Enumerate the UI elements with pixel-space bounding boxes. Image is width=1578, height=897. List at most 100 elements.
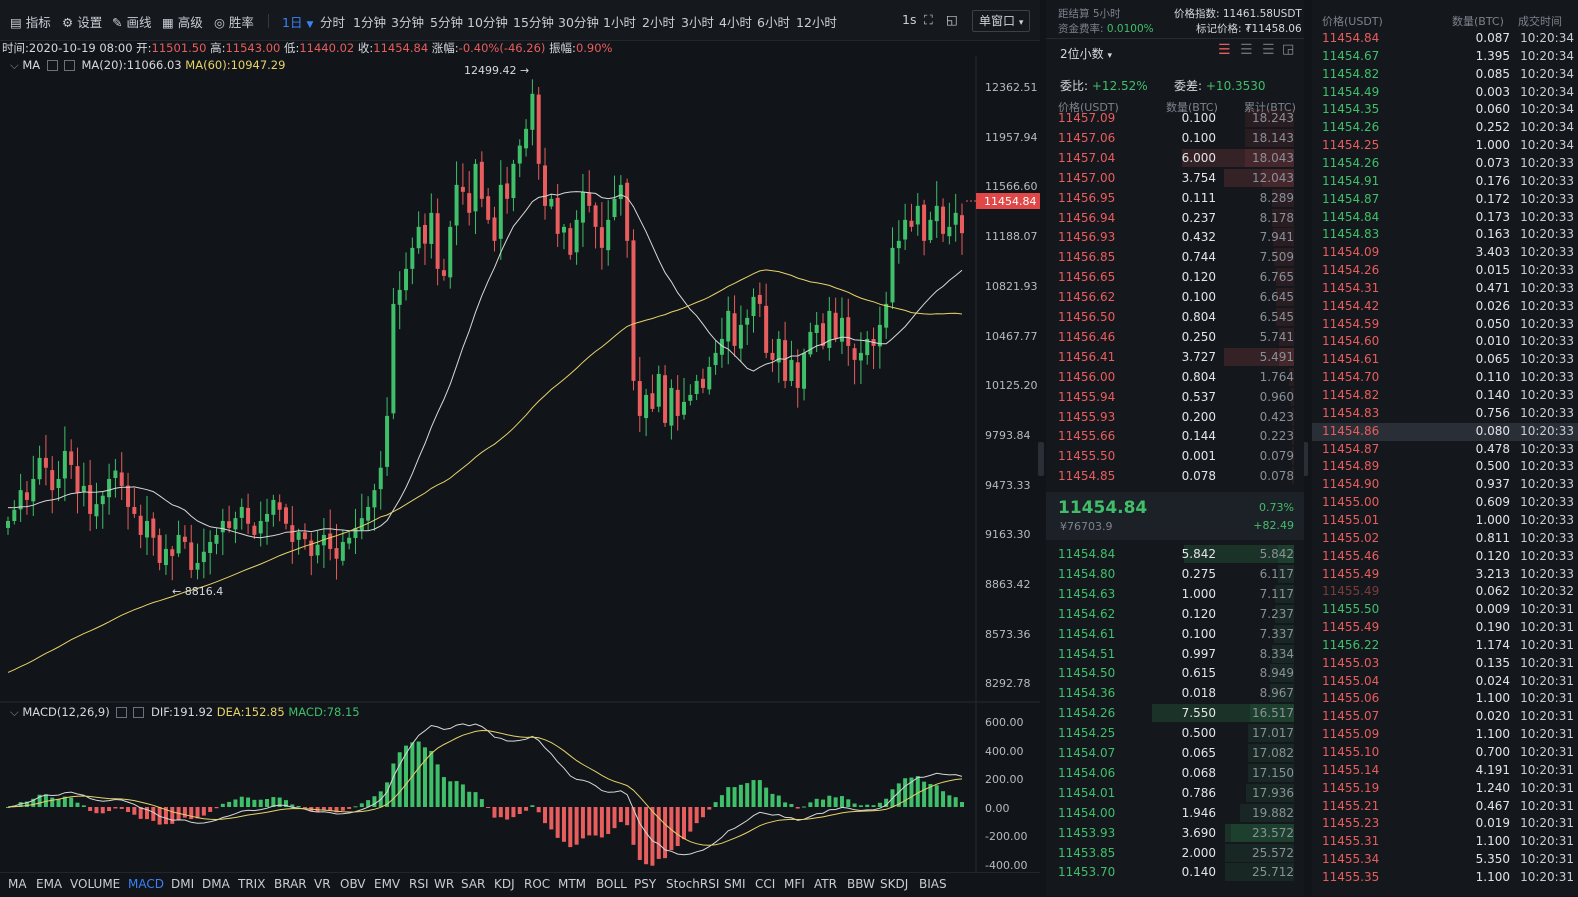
ask-row[interactable]: 11457.09 0.100 18.243	[1046, 108, 1304, 128]
trade-row[interactable]: 11454.70 0.110 10:20:33	[1312, 369, 1578, 387]
trade-row[interactable]: 11454.25 1.000 10:20:34	[1312, 137, 1578, 155]
trade-row[interactable]: 11455.04 0.024 10:20:31	[1312, 673, 1578, 691]
ask-row[interactable]: 11455.50 0.001 0.079	[1046, 446, 1304, 466]
trade-row[interactable]: 11455.09 1.100 10:20:31	[1312, 726, 1578, 744]
refresh-interval[interactable]: 1s	[902, 12, 917, 27]
indicator-tab[interactable]: DMA	[202, 877, 230, 891]
indicator-tab[interactable]: EMV	[374, 877, 401, 891]
kline-chart[interactable]: 12499.42 → ← 8816.4 11454.84	[0, 56, 1040, 872]
ask-row[interactable]: 11456.95 0.111 8.289	[1046, 188, 1304, 208]
trade-row[interactable]: 11455.02 0.811 10:20:33	[1312, 530, 1578, 548]
ask-row[interactable]: 11456.62 0.100 6.645	[1046, 287, 1304, 307]
trade-row[interactable]: 11454.26 0.015 10:20:33	[1312, 262, 1578, 280]
trade-row[interactable]: 11455.23 0.019 10:20:31	[1312, 815, 1578, 833]
period-tab[interactable]: 分时	[320, 15, 346, 30]
indicator-tab[interactable]: OBV	[340, 877, 366, 891]
indicator-tab[interactable]: WR	[434, 877, 455, 891]
bid-row[interactable]: 11454.07 0.065 17.082	[1046, 743, 1304, 763]
trade-row[interactable]: 11455.07 0.020 10:20:31	[1312, 708, 1578, 726]
trade-row[interactable]: 11455.01 1.000 10:20:33	[1312, 512, 1578, 530]
trade-row[interactable]: 11454.87 0.172 10:20:33	[1312, 191, 1578, 209]
trade-row[interactable]: 11455.00 0.609 10:20:33	[1312, 494, 1578, 512]
ask-row[interactable]: 11457.04 6.000 18.043	[1046, 148, 1304, 168]
ask-row[interactable]: 11455.94 0.537 0.960	[1046, 387, 1304, 407]
trade-row[interactable]: 11455.49 0.190 10:20:31	[1312, 619, 1578, 637]
trade-row[interactable]: 11454.82 0.140 10:20:33	[1312, 387, 1578, 405]
trade-row[interactable]: 11455.31 1.100 10:20:31	[1312, 833, 1578, 851]
bid-row[interactable]: 11453.70 0.140 25.712	[1046, 862, 1304, 882]
ask-row[interactable]: 11456.85 0.744 7.509	[1046, 247, 1304, 267]
asks-view-icon[interactable]: ☰	[1262, 42, 1275, 58]
ask-row[interactable]: 11456.94 0.237 8.178	[1046, 208, 1304, 228]
trade-row[interactable]: 11454.59 0.050 10:20:33	[1312, 316, 1578, 334]
bid-row[interactable]: 11454.62 0.120 7.237	[1046, 604, 1304, 624]
ask-row[interactable]: 11456.93 0.432 7.941	[1046, 227, 1304, 247]
bid-row[interactable]: 11454.50 0.615 8.949	[1046, 663, 1304, 683]
indicator-tab[interactable]: SMI	[724, 877, 746, 891]
period-tab[interactable]: 3分钟	[391, 15, 424, 30]
bid-row[interactable]: 11453.85 2.000 25.572	[1046, 843, 1304, 863]
indicator-tab[interactable]: DMI	[171, 877, 195, 891]
ask-row[interactable]: 11455.93 0.200 0.423	[1046, 407, 1304, 427]
collapse-chevron-icon[interactable]: ⌵	[10, 705, 19, 719]
indicator-tab[interactable]: PSY	[634, 877, 657, 891]
trade-row[interactable]: 11454.26 0.252 10:20:34	[1312, 119, 1578, 137]
indicator-tab[interactable]: SKDJ	[880, 877, 909, 891]
ask-row[interactable]: 11454.85 0.078 0.078	[1046, 466, 1304, 484]
indicator-tab[interactable]: TRIX	[238, 877, 266, 891]
close-square-icon[interactable]	[63, 60, 75, 71]
window-mode-select[interactable]: 单窗口 ▾	[972, 10, 1031, 32]
indicator-tab[interactable]: BRAR	[274, 877, 307, 891]
bid-row[interactable]: 11454.26 7.550 16.517	[1046, 703, 1304, 723]
indicator-tab[interactable]: CCI	[755, 877, 776, 891]
period-tab[interactable]: 2小时	[642, 15, 675, 30]
period-tab[interactable]: 12小时	[796, 15, 837, 30]
settings-square-icon[interactable]	[46, 60, 58, 71]
resize-handle[interactable]	[1302, 442, 1308, 476]
trade-row[interactable]: 11454.84 0.087 10:20:34	[1312, 30, 1578, 48]
trade-row[interactable]: 11454.09 3.403 10:20:33	[1312, 244, 1578, 262]
bid-row[interactable]: 11454.06 0.068 17.150	[1046, 763, 1304, 783]
period-tab[interactable]: 1小时	[603, 15, 636, 30]
indicator-tab[interactable]: StochRSI	[666, 877, 720, 891]
bid-row[interactable]: 11454.25 0.500 17.017	[1046, 723, 1304, 743]
trade-row[interactable]: 11454.82 0.085 10:20:34	[1312, 66, 1578, 84]
trade-row[interactable]: 11456.22 1.174 10:20:31	[1312, 637, 1578, 655]
period-tab[interactable]: 3小时	[681, 15, 714, 30]
bid-row[interactable]: 11454.01 0.786 17.936	[1046, 783, 1304, 803]
trade-row[interactable]: 11454.89 0.500 10:20:33	[1312, 458, 1578, 476]
bids-view-icon[interactable]: ☰	[1240, 42, 1253, 58]
bid-row[interactable]: 11454.80 0.275 6.117	[1046, 564, 1304, 584]
ask-row[interactable]: 11456.65 0.120 6.765	[1046, 267, 1304, 287]
window-icon[interactable]: ◱	[946, 12, 958, 27]
period-tab[interactable]: 4小时	[719, 15, 752, 30]
indicator-tab[interactable]: BIAS	[919, 877, 947, 891]
trade-row[interactable]: 11454.61 0.065 10:20:33	[1312, 351, 1578, 369]
ask-row[interactable]: 11456.00 0.804 1.764	[1046, 367, 1304, 387]
period-tab[interactable]: 15分钟	[513, 15, 554, 30]
trade-row[interactable]: 11454.42 0.026 10:20:33	[1312, 298, 1578, 316]
trade-row[interactable]: 11455.46 0.120 10:20:33	[1312, 548, 1578, 566]
trade-row[interactable]: 11455.19 1.240 10:20:31	[1312, 780, 1578, 798]
indicator-tab[interactable]: EMA	[36, 877, 63, 891]
period-tab[interactable]: 5分钟	[430, 15, 463, 30]
indicator-tab[interactable]: KDJ	[494, 877, 515, 891]
advanced-button[interactable]: ▦ 高级	[162, 12, 203, 31]
popout-icon[interactable]: ◲	[1282, 42, 1295, 57]
bid-row[interactable]: 11454.84 5.842 5.842	[1046, 544, 1304, 564]
trade-row[interactable]: 11455.34 5.350 10:20:31	[1312, 851, 1578, 869]
indicator-tab[interactable]: SAR	[461, 877, 486, 891]
trade-row[interactable]: 11455.49 3.213 10:20:33	[1312, 566, 1578, 584]
period-tab[interactable]: 6小时	[757, 15, 790, 30]
trade-row[interactable]: 11454.26 0.073 10:20:33	[1312, 155, 1578, 173]
winrate-button[interactable]: ◎ 胜率	[214, 12, 254, 31]
trade-row[interactable]: 11455.06 1.100 10:20:31	[1312, 690, 1578, 708]
trade-row[interactable]: 11454.83 0.163 10:20:33	[1312, 226, 1578, 244]
trade-row[interactable]: 11454.90 0.937 10:20:33	[1312, 476, 1578, 494]
indicator-tab[interactable]: VOLUME	[70, 877, 121, 891]
indicator-tab[interactable]: ATR	[814, 877, 837, 891]
indicator-tab[interactable]: VR	[314, 877, 331, 891]
bid-row[interactable]: 11454.00 1.946 19.882	[1046, 803, 1304, 823]
ask-row[interactable]: 11456.46 0.250 5.741	[1046, 327, 1304, 347]
trade-row[interactable]: 11454.60 0.010 10:20:33	[1312, 333, 1578, 351]
